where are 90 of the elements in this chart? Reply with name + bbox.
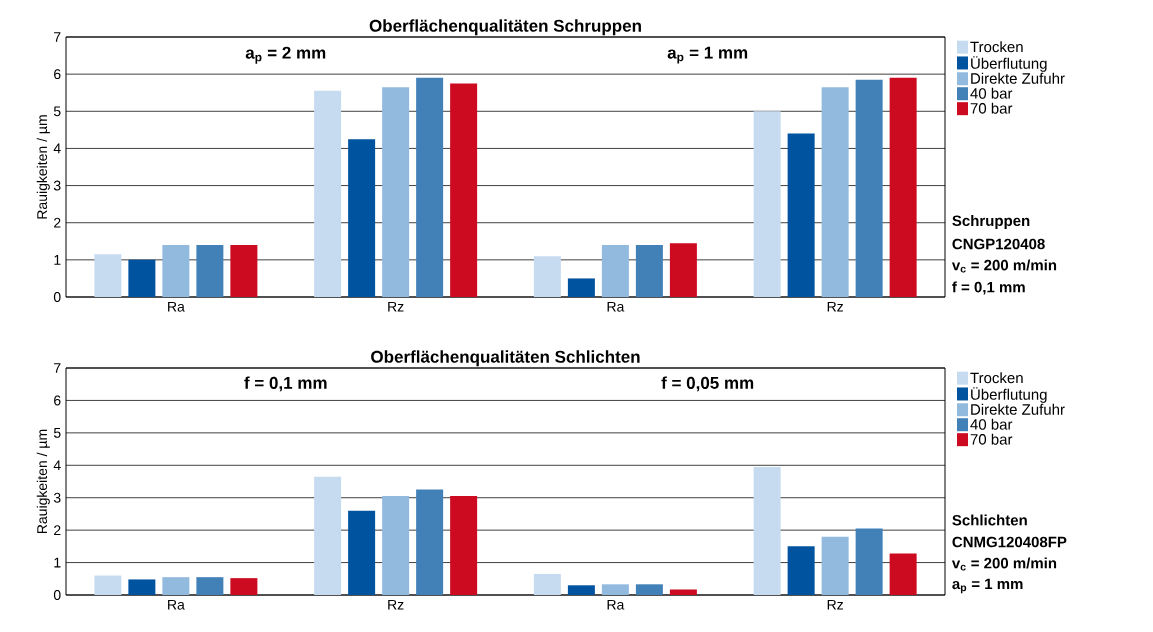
x-tick-label: Rz — [388, 301, 404, 312]
x-tick-label: Ra — [168, 301, 185, 312]
legend-label: Direkte Zufuhr — [971, 403, 1065, 415]
y-tick-label: 2 — [54, 217, 61, 228]
text: a$_{p}$ = 1 mm — [952, 578, 1023, 594]
bar — [94, 575, 122, 596]
y-tick-label: 7 — [54, 32, 61, 42]
x-tick-label: Ra — [607, 599, 625, 610]
y-tick-label: 3 — [53, 492, 61, 503]
bar — [348, 510, 376, 596]
y-tick-label: 6 — [54, 395, 61, 406]
bar — [196, 577, 224, 596]
bar — [382, 87, 410, 297]
x-tick-label: Rz — [827, 301, 843, 312]
y-tick-label: 3 — [53, 180, 61, 191]
bar — [230, 245, 258, 297]
text: v$_{c}$ = 200 m/min — [951, 557, 1057, 571]
bar — [635, 584, 663, 596]
bar — [382, 496, 410, 596]
bar — [889, 553, 917, 596]
bar — [821, 87, 849, 297]
text: Schlichten — [952, 514, 1027, 526]
bar — [230, 578, 258, 596]
annotation: f = 0,05 mm — [661, 376, 754, 392]
legend-label: Direkte Zufuhr — [971, 72, 1065, 84]
bar — [450, 496, 478, 596]
text: v$_{c}$ = 200 m/min — [951, 259, 1057, 273]
annotation: f = 0,1 mm — [244, 376, 327, 392]
x-tick-label: Ra — [168, 599, 185, 610]
bar — [196, 245, 224, 297]
y-tick-label: 0 — [53, 292, 61, 302]
y-tick-label: 5 — [53, 427, 61, 438]
legend-label: 70 bar — [970, 102, 1013, 114]
legend-label: Überflutung — [971, 387, 1047, 403]
bar — [601, 245, 629, 297]
text: CNMG120408FP — [952, 536, 1067, 548]
bar — [416, 77, 444, 297]
y-tick-label: 6 — [54, 69, 61, 80]
bar — [348, 139, 376, 297]
bar — [855, 79, 883, 297]
bar — [669, 243, 697, 297]
bar — [533, 573, 561, 596]
bar — [314, 476, 342, 596]
bar — [787, 133, 815, 297]
text: CNGP120408 — [952, 238, 1045, 250]
y-tick-label: 4 — [53, 143, 61, 154]
y-tick-label: 1 — [54, 255, 61, 265]
bar — [128, 579, 156, 596]
bar — [416, 489, 444, 596]
bar — [855, 528, 883, 596]
y-tick-label: 5 — [53, 106, 61, 117]
bar — [787, 546, 815, 596]
legend-label: 70 bar — [970, 433, 1013, 445]
y-tick-label: 4 — [53, 460, 61, 471]
x-tick-label: Ra — [607, 301, 625, 312]
annotation: a$_{p}$ = 1 mm — [667, 46, 748, 64]
bar — [635, 245, 663, 297]
bar — [128, 259, 156, 297]
legend-label: Trocken — [970, 372, 1023, 384]
y-tick-label: 0 — [53, 590, 61, 600]
y-tick-label: 1 — [54, 557, 61, 568]
x-tick-label: Rz — [388, 599, 404, 610]
bar — [821, 536, 849, 596]
bar — [889, 77, 917, 297]
bar — [753, 111, 781, 297]
bar — [450, 83, 478, 297]
legend-label: Trocken — [970, 41, 1023, 53]
bar — [533, 256, 561, 297]
bar — [162, 245, 190, 297]
bar — [567, 585, 595, 596]
chart-title: Oberflächenqualitäten Schlichten — [371, 350, 640, 367]
bar — [567, 278, 595, 297]
bar — [314, 90, 342, 297]
y-axis-title: Rauigkeiten / µm — [36, 115, 50, 219]
text: f = 0,1 mm — [952, 281, 1025, 295]
bar — [669, 589, 697, 596]
legend-label: 40 bar — [970, 87, 1013, 99]
y-tick-label: 2 — [54, 525, 61, 536]
legend-label: Überflutung — [971, 56, 1047, 72]
chart-title: Oberflächenqualitäten Schruppen — [369, 19, 641, 36]
bar — [601, 584, 629, 596]
text: Schruppen — [952, 215, 1030, 229]
y-tick-label: 7 — [54, 363, 61, 373]
annotation: a$_{p}$ = 2 mm — [245, 46, 326, 64]
y-axis-title: Rauigkeiten / µm — [36, 429, 50, 534]
x-tick-label: Rz — [827, 599, 843, 610]
legend-label: 40 bar — [970, 418, 1013, 430]
bar — [94, 254, 122, 297]
bar — [162, 577, 190, 596]
bar — [753, 466, 781, 596]
